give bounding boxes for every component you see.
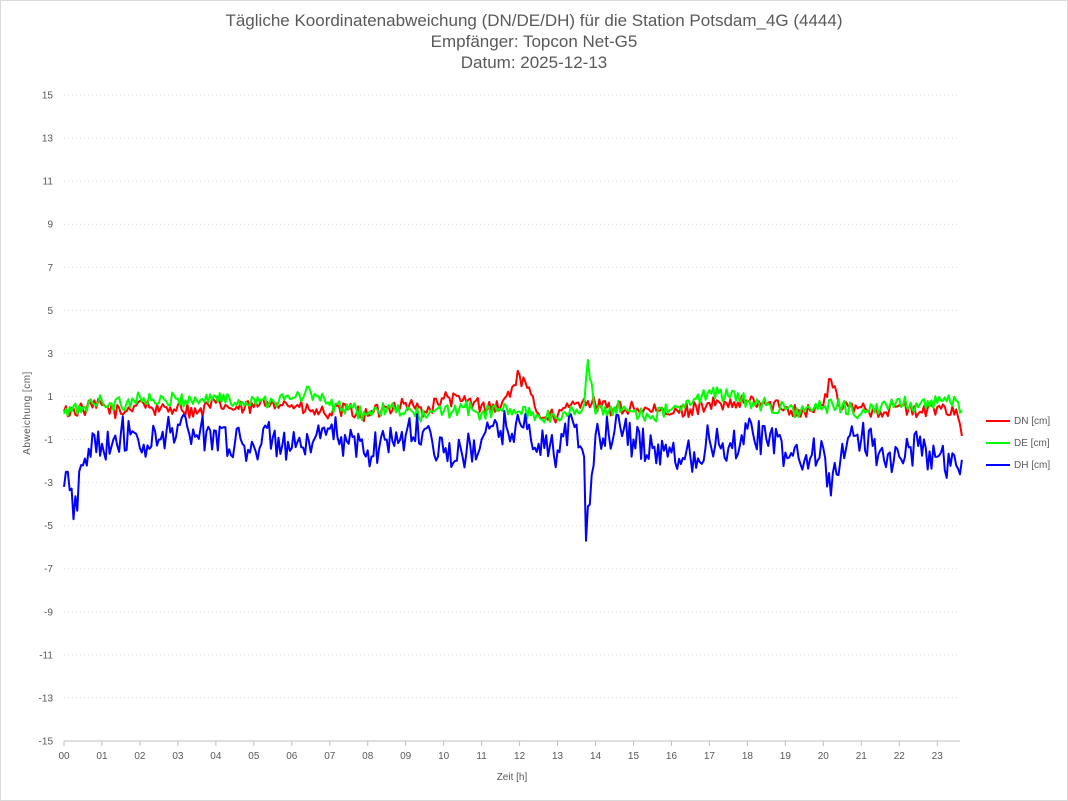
y-tick-label: 5 (47, 306, 53, 317)
series-line-dh (63, 410, 963, 542)
x-tick-label: 00 (58, 751, 70, 762)
x-tick-label: 06 (286, 751, 298, 762)
x-tick-label: 05 (248, 751, 260, 762)
y-tick-label: -1 (44, 435, 53, 446)
y-tick-label: -15 (39, 737, 54, 748)
x-tick-label: 02 (134, 751, 146, 762)
x-tick-label: 15 (628, 751, 640, 762)
x-tick-label: 12 (514, 751, 526, 762)
x-tick-label: 07 (324, 751, 336, 762)
x-tick-label: 20 (818, 751, 830, 762)
y-tick-label: 13 (42, 134, 54, 145)
x-tick-label: 22 (894, 751, 906, 762)
legend-swatch-de (986, 442, 1010, 444)
y-tick-label: 15 (42, 91, 54, 102)
legend-label-dn: DN [cm] (1014, 415, 1051, 427)
x-tick-label: 23 (932, 751, 944, 762)
chart-subtitle-receiver: Empfänger: Topcon Net-G5 (430, 32, 638, 51)
legend-swatch-dn (986, 420, 1010, 422)
chart-title: Tägliche Koordinatenabweichung (DN/DE/DH… (225, 11, 843, 30)
x-tick-label: 01 (96, 751, 108, 762)
y-tick-label: -7 (44, 564, 53, 575)
y-tick-label: 7 (47, 263, 53, 274)
x-axis-title: Zeit [h] (497, 772, 528, 783)
y-tick-label: -11 (39, 650, 53, 661)
legend-label-dh: DH [cm] (1014, 459, 1051, 471)
x-tick-label: 13 (552, 751, 564, 762)
x-tick-label: 16 (666, 751, 678, 762)
x-tick-label: 21 (856, 751, 868, 762)
series-line-de (63, 358, 963, 424)
y-tick-label: 3 (47, 349, 53, 360)
x-tick-label: 17 (704, 751, 716, 762)
y-tick-label: 11 (43, 177, 54, 188)
chart-title-block: Tägliche Koordinatenabweichung (DN/DE/DH… (0, 10, 1068, 73)
legend-label-de: DE [cm] (1014, 437, 1050, 449)
legend-item-de: DE [cm] (986, 432, 1050, 454)
legend-item-dh: DH [cm] (986, 454, 1050, 476)
chart-subtitle-date: Datum: 2025-12-13 (460, 53, 608, 72)
legend-item-dn: DN [cm] (986, 410, 1050, 432)
x-tick-label: 10 (438, 751, 450, 762)
x-tick-label: 19 (780, 751, 792, 762)
x-tick-label: 09 (400, 751, 412, 762)
y-axis-title: Abweichung [cm] (22, 371, 33, 455)
y-tick-label: -13 (39, 693, 54, 704)
y-tick-label: 1 (47, 392, 53, 403)
x-tick-label: 11 (476, 751, 487, 762)
y-tick-label: -3 (44, 478, 53, 489)
y-tick-label: 9 (47, 220, 53, 231)
y-tick-label: -5 (44, 521, 53, 532)
x-tick-label: 04 (210, 751, 222, 762)
x-tick-label: 03 (172, 751, 184, 762)
x-tick-label: 14 (590, 751, 602, 762)
legend: DN [cm] DE [cm] DH [cm] (986, 410, 1050, 476)
y-tick-label: -9 (44, 607, 53, 618)
x-tick-label: 08 (362, 751, 374, 762)
legend-swatch-dh (986, 464, 1010, 466)
x-tick-label: 18 (742, 751, 754, 762)
